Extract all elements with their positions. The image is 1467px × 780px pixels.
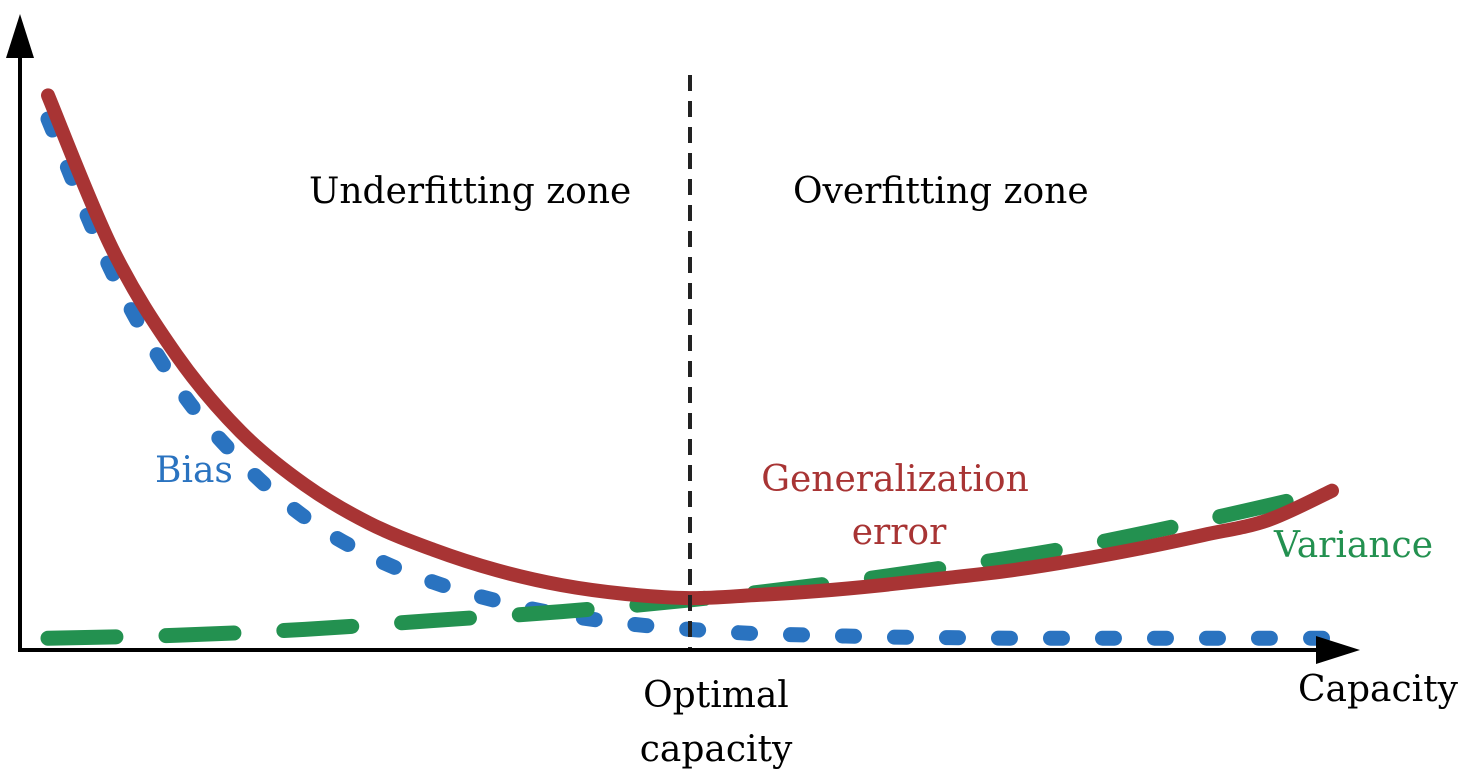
bias-label: Bias [155, 450, 233, 491]
optimal-capacity-label-line1: Optimal [643, 675, 789, 716]
generalization-error-curve [41, 88, 1339, 606]
generalization-error-label-line1: Generalization [761, 459, 1029, 500]
y-axis-arrow [6, 14, 34, 58]
generalization-error-label-line2: error [852, 512, 947, 553]
x-axis-arrow [1316, 636, 1360, 664]
underfitting-zone-label: Underfitting zone [309, 171, 631, 212]
x-axis-label: Capacity [1298, 669, 1459, 710]
variance-label: Variance [1273, 525, 1433, 566]
bias-curve [40, 111, 1340, 646]
overfitting-zone-label: Overfitting zone [793, 171, 1089, 212]
optimal-capacity-label-line2: capacity [640, 729, 793, 770]
variance-curve [40, 483, 1340, 646]
